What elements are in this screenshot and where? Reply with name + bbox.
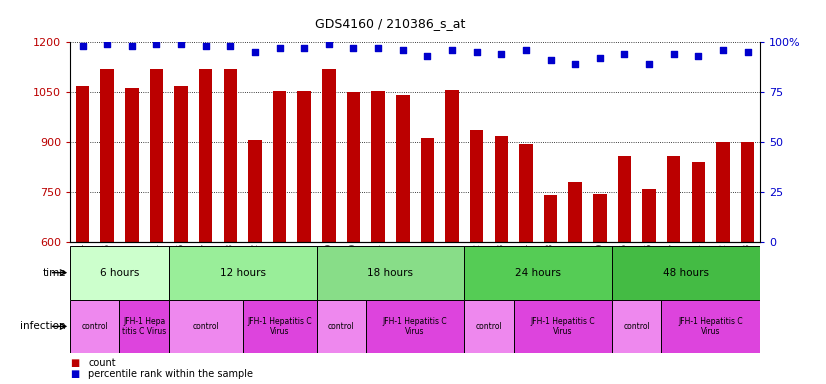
Point [150,41,163,47]
Text: JFH-1 Hepatitis C
Virus: JFH-1 Hepatitis C Virus [247,317,312,336]
Bar [514,300,612,353]
Bar [174,86,188,242]
Point [322,41,335,47]
Text: ■: ■ [70,358,79,368]
Text: control: control [328,322,354,331]
Bar [519,144,533,242]
Point [568,61,582,67]
Text: time: time [42,268,66,278]
Point [249,49,262,55]
Text: JFH-1 Hepa
titis C Virus: JFH-1 Hepa titis C Virus [122,317,166,336]
Point [174,41,188,47]
Bar [150,69,164,242]
Bar [70,300,120,353]
Bar [273,91,287,242]
Bar [464,246,612,300]
Point [741,49,754,55]
Bar [316,300,366,353]
Bar [248,140,262,242]
Text: control: control [192,322,219,331]
Bar [495,136,508,242]
Text: control: control [624,322,650,331]
Point [667,51,681,57]
Point [618,51,631,57]
Bar [741,142,754,242]
Point [347,45,360,51]
Bar [70,246,169,300]
Text: control: control [476,322,502,331]
Bar [396,96,410,242]
Bar [716,142,729,242]
Bar [366,300,464,353]
Text: 48 hours: 48 hours [663,268,709,278]
Text: GDS4160 / 210386_s_at: GDS4160 / 210386_s_at [315,17,466,30]
Bar [691,162,705,242]
Point [470,49,483,55]
Point [520,47,533,53]
Bar [667,156,681,242]
Bar [243,300,316,353]
Point [101,41,114,47]
Point [643,61,656,67]
Point [691,53,705,59]
Point [224,43,237,49]
Bar [101,69,114,242]
Bar [169,300,243,353]
Point [372,45,385,51]
Text: JFH-1 Hepatitis C
Virus: JFH-1 Hepatitis C Virus [382,317,448,336]
Bar [618,156,631,242]
Point [396,47,410,53]
Point [126,43,139,49]
Bar [544,195,558,242]
Bar [322,69,335,242]
Bar [125,88,139,242]
Point [76,43,89,49]
Bar [76,86,89,242]
Text: control: control [82,322,108,331]
Bar [612,246,760,300]
Bar [297,91,311,242]
Bar [120,300,169,353]
Text: 12 hours: 12 hours [220,268,266,278]
Bar [199,69,212,242]
Text: percentile rank within the sample: percentile rank within the sample [88,369,254,379]
Text: JFH-1 Hepatitis C
Virus: JFH-1 Hepatitis C Virus [530,317,596,336]
Bar [643,189,656,242]
Point [420,53,434,59]
Bar [224,69,237,242]
Text: 6 hours: 6 hours [100,268,139,278]
Bar [612,300,662,353]
Bar [464,300,514,353]
Point [593,55,606,61]
Text: count: count [88,358,116,368]
Bar [169,246,316,300]
Text: infection: infection [21,321,66,331]
Bar [593,194,606,242]
Text: ■: ■ [70,369,79,379]
Text: 24 hours: 24 hours [515,268,561,278]
Point [297,45,311,51]
Point [273,45,286,51]
Point [716,47,729,53]
Point [544,57,558,63]
Bar [420,138,434,242]
Bar [662,300,760,353]
Point [495,51,508,57]
Text: 18 hours: 18 hours [368,268,414,278]
Bar [372,91,385,242]
Bar [568,182,582,242]
Point [199,43,212,49]
Bar [316,246,464,300]
Point [445,47,458,53]
Bar [470,131,483,242]
Bar [445,90,458,242]
Bar [347,92,360,242]
Text: JFH-1 Hepatitis C
Virus: JFH-1 Hepatitis C Virus [678,317,743,336]
